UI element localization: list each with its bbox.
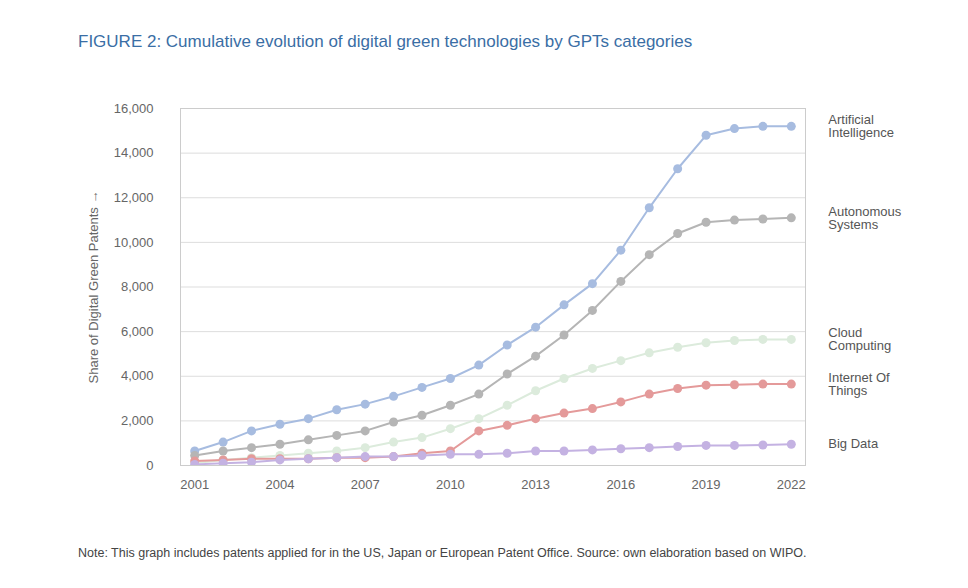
svg-text:0: 0 [146, 458, 153, 473]
svg-text:8,000: 8,000 [121, 279, 154, 294]
svg-text:ArtificialIntelligence: ArtificialIntelligence [828, 112, 894, 140]
svg-text:2004: 2004 [265, 477, 294, 492]
svg-text:Share of Digital Green Patents: Share of Digital Green Patents → [86, 191, 101, 384]
svg-text:2019: 2019 [692, 477, 721, 492]
svg-text:2022: 2022 [777, 477, 806, 492]
svg-text:2001: 2001 [180, 477, 209, 492]
svg-text:14,000: 14,000 [114, 145, 154, 160]
svg-text:Big Data: Big Data [828, 436, 879, 451]
html-text:FIGURE 2: Cumulative evolution: FIGURE 2: Cumulative evolution of digita… [78, 32, 693, 51]
svg-text:CloudComputing: CloudComputing [828, 325, 891, 353]
svg-text:12,000: 12,000 [114, 190, 154, 205]
svg-text:6,000: 6,000 [121, 324, 154, 339]
svg-text:10,000: 10,000 [114, 235, 154, 250]
svg-text:4,000: 4,000 [121, 368, 154, 383]
svg-text:16,000: 16,000 [114, 101, 154, 116]
svg-text:2013: 2013 [521, 477, 550, 492]
svg-text:2007: 2007 [351, 477, 380, 492]
svg-text:2016: 2016 [606, 477, 635, 492]
svg-text:AutonomousSystems: AutonomousSystems [828, 203, 901, 231]
html-text:Note: This graph includes pate: Note: This graph includes patents applie… [78, 546, 807, 560]
svg-text:2010: 2010 [436, 477, 465, 492]
svg-text:2,000: 2,000 [121, 413, 154, 428]
svg-text:Internet OfThings: Internet OfThings [828, 370, 890, 398]
